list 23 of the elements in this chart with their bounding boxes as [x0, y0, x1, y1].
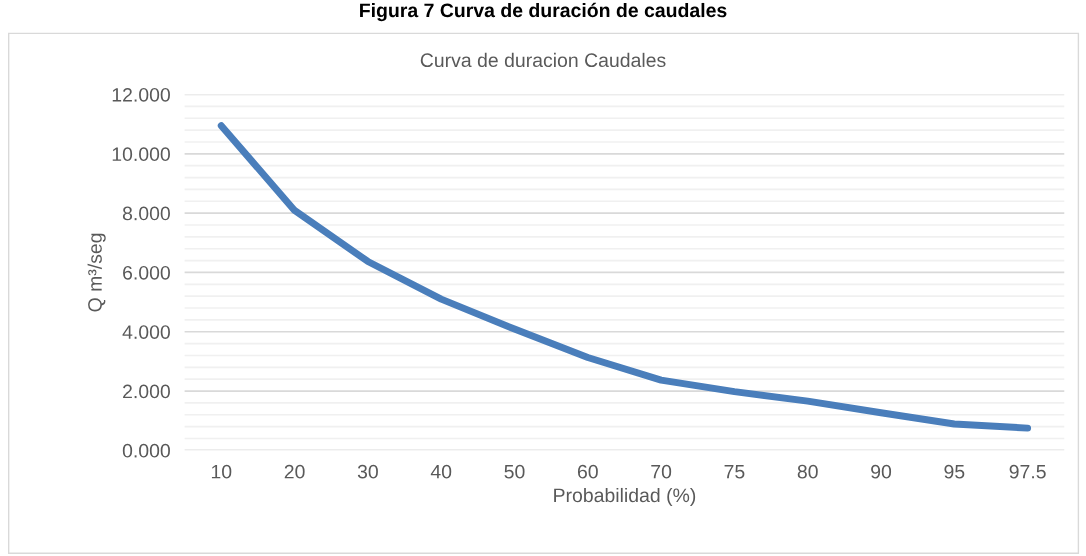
chart-title: Figura 7 Curva de duración de caudales	[360, 2, 727, 22]
y-tick-label: 2.000	[123, 384, 170, 399]
x-tick-label: 40	[430, 464, 452, 479]
chart-subtitle: Curva de duracion Caudales	[420, 52, 666, 68]
x-tick-label: 30	[357, 464, 378, 479]
y-tick-label: 12.000	[112, 87, 170, 102]
x-axis-title: Probabilidad (%)	[554, 487, 696, 507]
y-tick-label: 4.000	[122, 325, 170, 339]
y-axis-title: Q m³/seg	[87, 233, 106, 312]
y-tick-label: 6.000	[123, 265, 170, 280]
x-tick-label: 90	[871, 464, 892, 479]
x-tick-label: 70	[651, 464, 672, 479]
y-tick-label: 8.000	[122, 206, 170, 221]
x-tick-label: 20	[284, 464, 305, 479]
x-tick-label: 50	[504, 464, 525, 479]
x-tick-label: 80	[797, 464, 818, 479]
x-tick-label: 95	[944, 464, 965, 479]
y-tick-label: 10.000	[112, 147, 170, 162]
x-tick-label: 75	[724, 464, 745, 479]
x-tick-label: 10	[211, 464, 232, 479]
y-tick-label: 0.000	[122, 443, 170, 458]
x-tick-label: 60	[577, 464, 598, 479]
x-tick-label: 97.5	[1009, 464, 1046, 479]
